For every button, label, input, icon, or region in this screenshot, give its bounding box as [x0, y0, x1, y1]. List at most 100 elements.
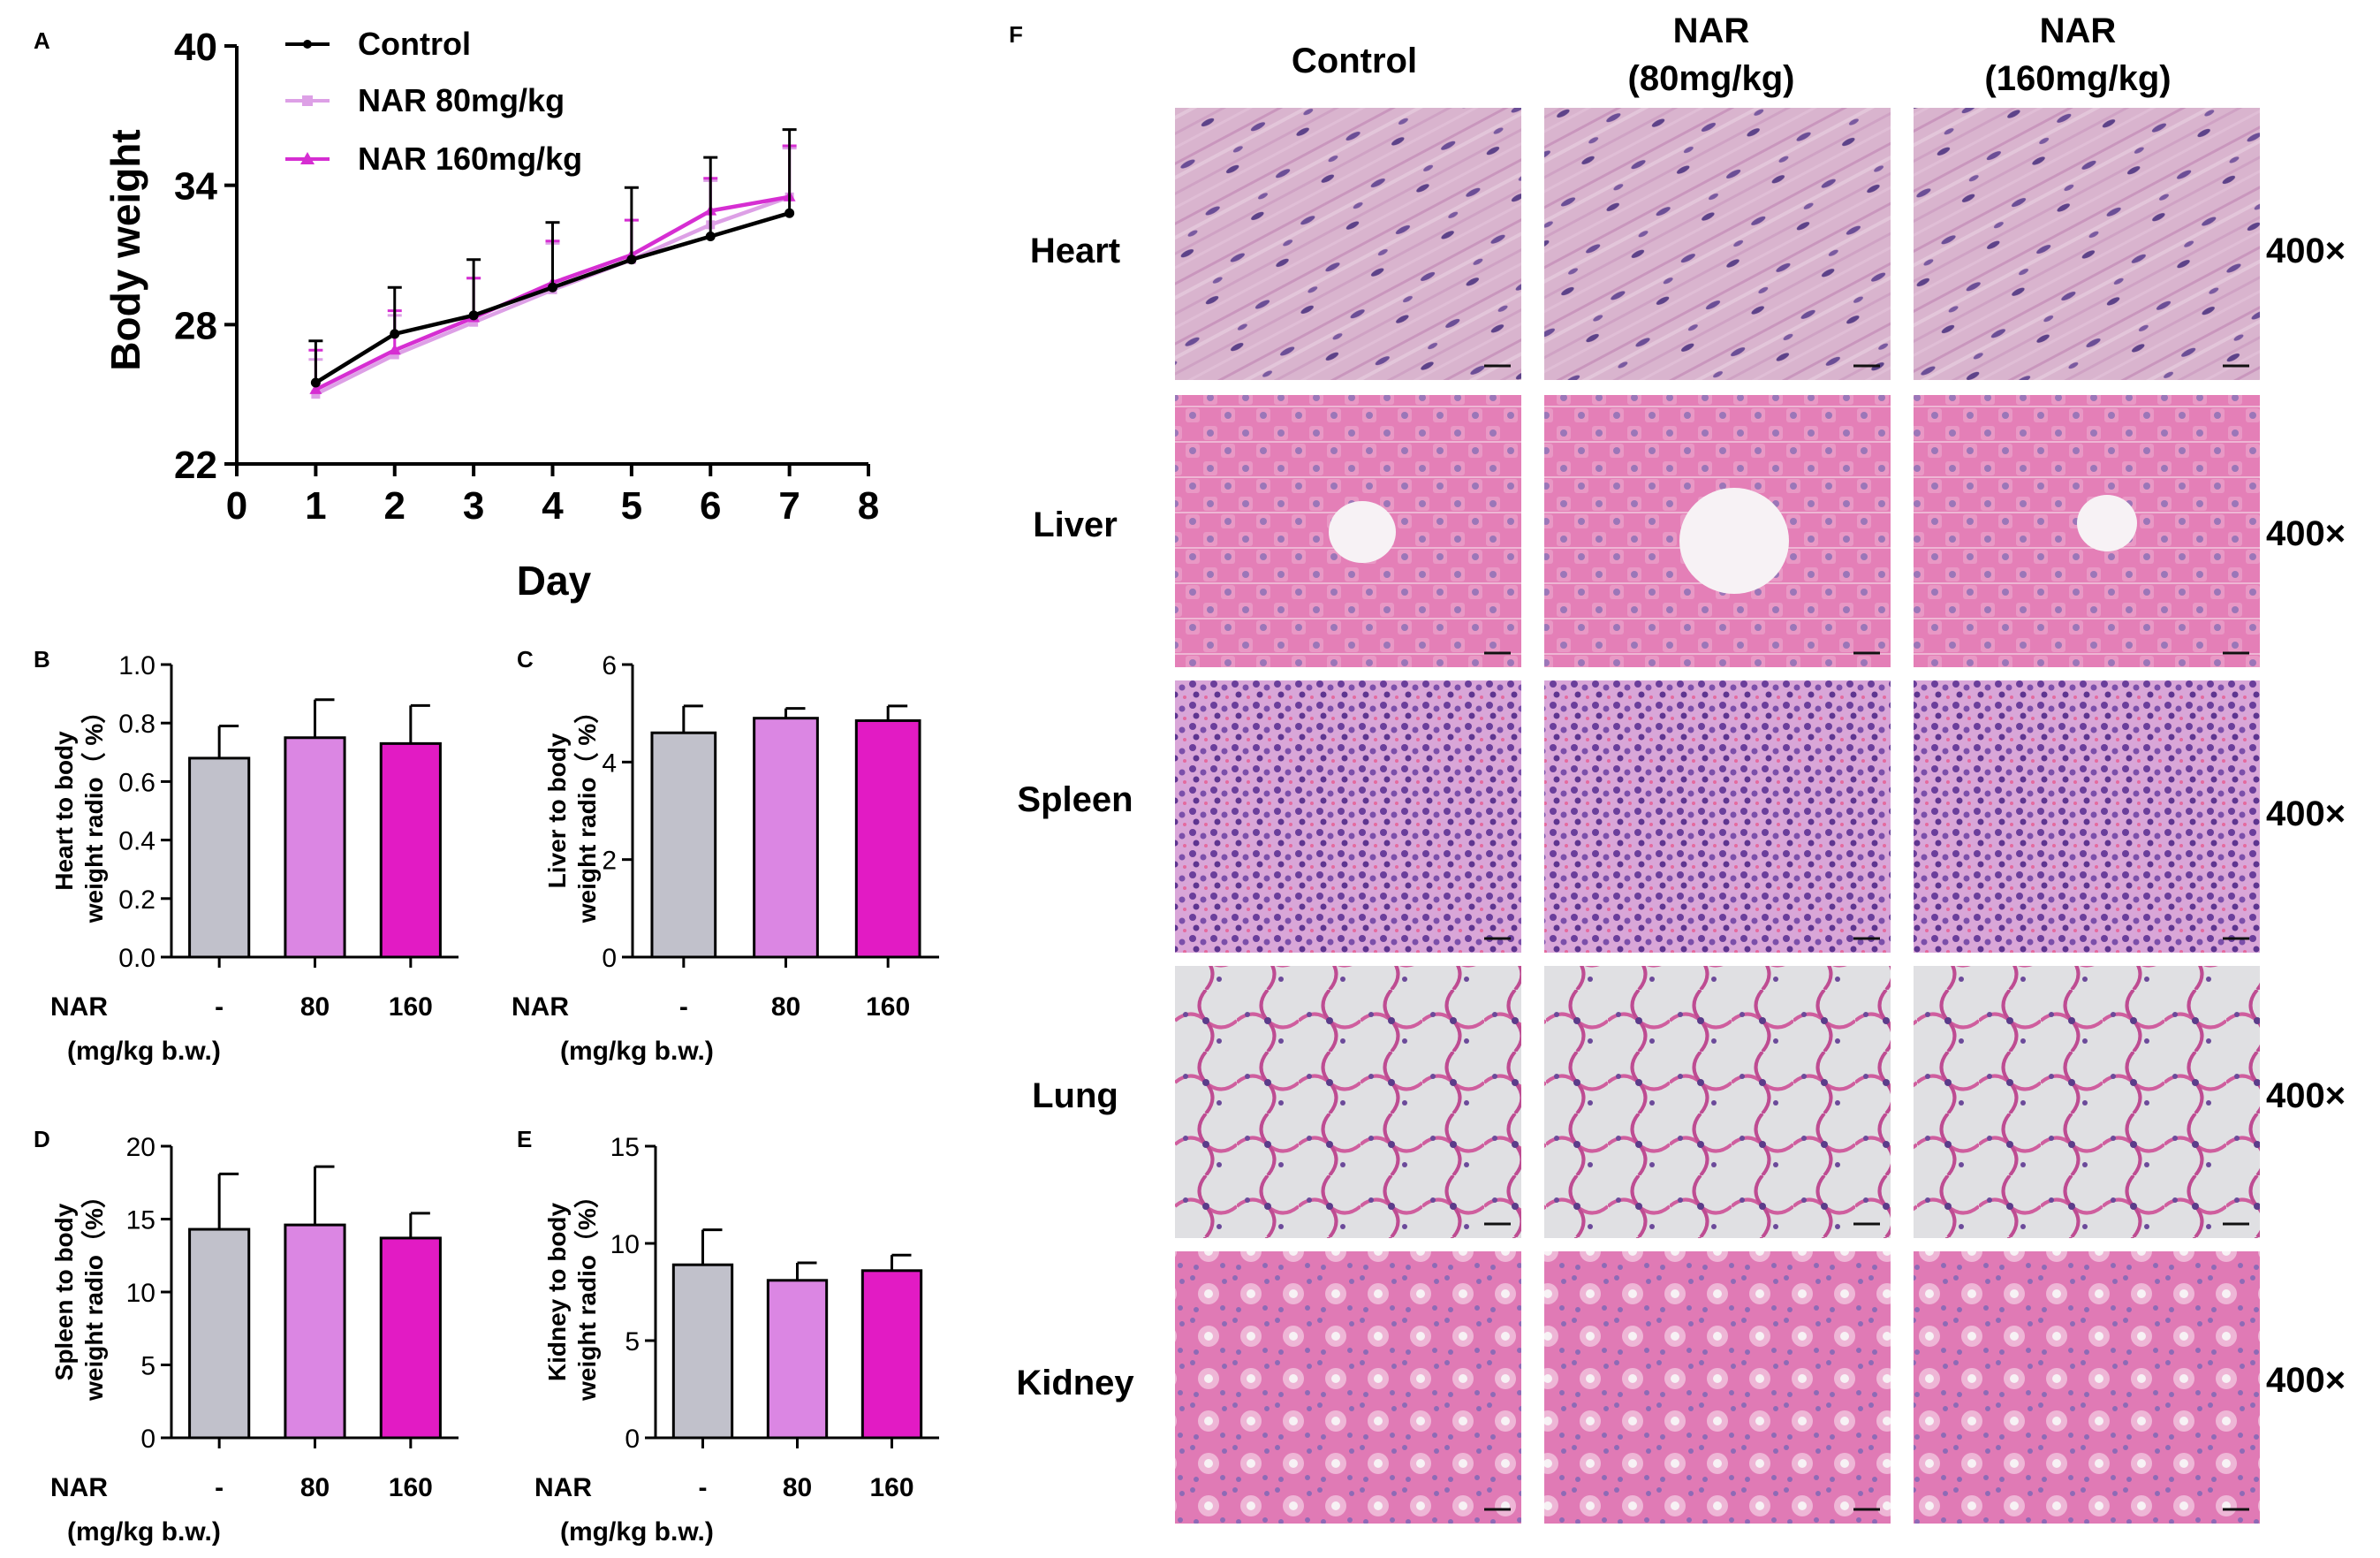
bar	[753, 717, 819, 959]
panel-c: C 0 2 4 6 - 80 160 NAR (mg/kg b.w.) Liver to body…	[512, 646, 939, 1066]
y-tick-label: 0.4	[118, 827, 155, 856]
data-point	[311, 390, 321, 399]
y-tick-label: 10	[126, 1279, 155, 1308]
data-point	[468, 310, 479, 321]
micrograph-kidney-nar80	[1544, 1251, 1891, 1524]
y-axis-title-line2: weight radio（%）	[80, 1183, 108, 1402]
legend: Control NAR 80mg/kg NAR 160mg/kg	[285, 26, 582, 177]
data-point	[390, 329, 400, 339]
magnification-spleen: 400×	[2266, 794, 2346, 833]
y-tick-label: 2	[602, 847, 617, 876]
x-tick-label: 3	[463, 484, 484, 528]
bar	[650, 731, 717, 959]
legend-label-nar160: NAR 160mg/kg	[358, 141, 582, 177]
panel-f-label: F	[1009, 21, 1023, 48]
panel-b: B 0.0 0.2 0.4 0.6 0.8 1.0 - 80 160 NAR (mg/kg b.w.…	[34, 646, 459, 1066]
panel-e: E 0 5 10 15 - 80 160 NAR (mg/kg b.w.) Kidney to b…	[517, 1126, 939, 1547]
y-tick-label: 0	[140, 1425, 155, 1454]
y-axis-title-line1: Heart to body	[50, 731, 78, 891]
micrograph-kidney-control	[1175, 1251, 1521, 1524]
data-point	[548, 282, 557, 293]
x-tick-label: 5	[621, 484, 642, 528]
panel-a-label: A	[34, 27, 50, 54]
row-label-liver: Liver	[1033, 505, 1118, 544]
micrograph-lung-nar160	[1914, 966, 2260, 1238]
x-tick-label: 160	[389, 1473, 433, 1502]
micrograph-lung-control	[1175, 966, 1521, 1238]
y-tick-label: 22	[174, 444, 217, 487]
x-row-label: NAR	[512, 992, 569, 1022]
y-tick-label: 40	[174, 26, 217, 69]
data-point	[705, 231, 716, 241]
magnification-kidney: 400×	[2266, 1361, 2346, 1400]
y-tick-label: 6	[602, 651, 617, 680]
y-tick-label: 0.6	[118, 768, 155, 797]
y-tick-label: 0.8	[118, 710, 155, 739]
magnification-heart: 400×	[2266, 232, 2346, 270]
x-tick-label: 80	[300, 992, 330, 1022]
x-row-label: NAR	[50, 992, 108, 1022]
panel-f: F Control NAR (80mg/kg) NAR (160mg/kg) H…	[1009, 11, 2346, 1524]
panel-e-label: E	[517, 1126, 532, 1152]
legend-label-nar80: NAR 80mg/kg	[358, 82, 565, 118]
x-tick-label: -	[215, 1473, 224, 1502]
panel-d-label: D	[34, 1126, 50, 1152]
y-axis-title-line2: weight radio（ %）	[572, 699, 601, 924]
y-axis-title-line2: weight radio（ %）	[80, 699, 108, 924]
x-tick-label: 2	[384, 484, 406, 528]
y-tick-label: 5	[140, 1352, 155, 1381]
x-tick-label: -	[215, 992, 224, 1022]
y-tick-label: 4	[602, 749, 617, 778]
column-header-nar80-line2: (80mg/kg)	[1628, 59, 1795, 98]
column-header-nar160-line1: NAR	[2040, 11, 2117, 50]
y-tick-label: 34	[174, 165, 217, 209]
y-tick-label: 15	[610, 1133, 640, 1162]
y-tick-label: 28	[174, 304, 217, 347]
y-axis-title-line1: Liver to body	[543, 733, 571, 888]
y-tick-label: 20	[126, 1133, 155, 1162]
x-tick-label: 0	[226, 484, 247, 528]
x-tick-label: 80	[783, 1473, 812, 1502]
panel-b-label: B	[34, 646, 50, 673]
micrograph-spleen-control	[1175, 680, 1521, 953]
x-tick-label: -	[679, 992, 688, 1022]
data-point	[309, 383, 322, 394]
bar	[379, 741, 442, 959]
bar	[188, 756, 251, 959]
central-vein	[1329, 501, 1396, 563]
column-header-nar160-line2: (160mg/kg)	[1984, 59, 2171, 98]
micrograph-heart-control	[1175, 108, 1521, 380]
y-axis-title-line2: weight radio（%）	[572, 1183, 601, 1402]
micrograph-heart-nar80	[1544, 108, 1891, 380]
x-row-label: NAR	[50, 1473, 108, 1502]
bar	[188, 1227, 251, 1440]
x-unit-label: (mg/kg b.w.)	[67, 1517, 221, 1547]
bar	[671, 1263, 734, 1440]
y-axis-title-line1: Kidney to body	[543, 1202, 571, 1381]
bar	[766, 1279, 829, 1440]
data-point	[390, 350, 399, 360]
x-tick-label: 8	[858, 484, 879, 528]
bar	[854, 718, 921, 959]
row-label-lung: Lung	[1032, 1076, 1118, 1115]
central-vein	[2077, 495, 2137, 551]
bar	[284, 1223, 346, 1440]
bar	[379, 1236, 442, 1440]
bar	[284, 736, 346, 959]
x-tick-label: 160	[866, 992, 910, 1022]
row-label-spleen: Spleen	[1017, 780, 1133, 819]
y-tick-label: 0	[602, 944, 617, 973]
magnification-liver: 400×	[2266, 514, 2346, 553]
micrograph-spleen-nar160	[1914, 680, 2260, 953]
y-tick-label: 15	[126, 1206, 155, 1235]
x-row-label: NAR	[534, 1473, 592, 1502]
column-header-nar80-line1: NAR	[1673, 11, 1750, 50]
x-unit-label: (mg/kg b.w.)	[560, 1517, 714, 1547]
axis-title-x: Day	[517, 558, 592, 604]
x-tick-label: 80	[771, 992, 800, 1022]
x-tick-label: 7	[778, 484, 800, 528]
row-label-heart: Heart	[1030, 232, 1120, 270]
